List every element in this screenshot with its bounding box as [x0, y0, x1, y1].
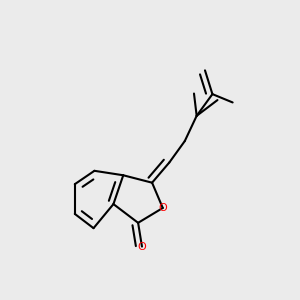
Text: O: O — [158, 203, 167, 213]
Text: O: O — [138, 242, 146, 252]
